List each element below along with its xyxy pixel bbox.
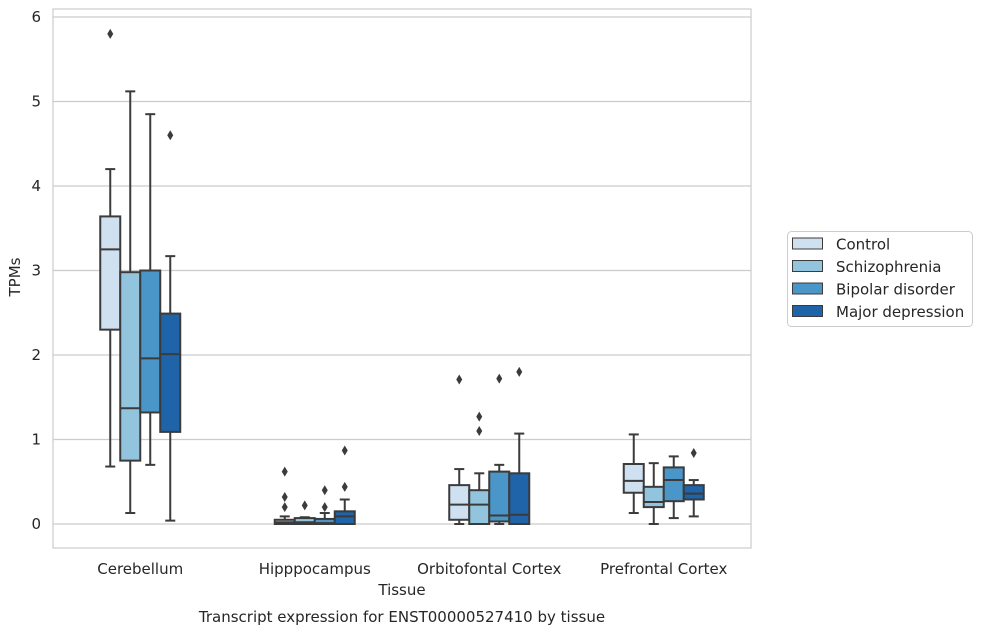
- y-axis-label: TPMs: [6, 257, 24, 297]
- box-control: [448, 374, 471, 525]
- series-group: [99, 28, 645, 526]
- box-control: [99, 28, 122, 468]
- box-iqr: [622, 463, 645, 494]
- box-iqr: [159, 312, 182, 433]
- legend-label: Major depression: [836, 303, 964, 321]
- box-schizophrenia: [642, 462, 665, 525]
- y-tick-label: 6: [31, 8, 41, 26]
- x-axis-label: Tissue: [377, 581, 425, 599]
- outlier-marker: [690, 448, 697, 459]
- outlier-marker: [301, 500, 308, 511]
- box-bipolar-disorder: [139, 113, 162, 466]
- y-tick-label: 0: [31, 515, 41, 533]
- box-schizophrenia: [293, 500, 316, 526]
- y-tick-label: 4: [31, 177, 41, 195]
- legend: Control Schizophrenia Bipolar disorder Majo…: [787, 231, 973, 327]
- box-iqr: [139, 269, 162, 414]
- box-iqr: [99, 215, 122, 331]
- outlier-marker: [476, 426, 483, 437]
- box-iqr: [508, 472, 531, 525]
- y-tick-label: 3: [31, 262, 41, 280]
- series-group: [139, 113, 685, 525]
- legend-label: Bipolar disorder: [836, 281, 956, 299]
- box-iqr: [642, 485, 665, 509]
- box-iqr: [119, 271, 142, 462]
- box-major-depression: [682, 448, 705, 518]
- y-tick-label: 1: [31, 431, 41, 449]
- chart-caption: Transcript expression for ENST0000052741…: [198, 608, 605, 626]
- box-control: [273, 466, 296, 526]
- outlier-marker: [107, 28, 114, 39]
- box-major-depression: [333, 445, 356, 526]
- box-iqr: [448, 484, 471, 521]
- y-axis-ticks: 0 1 2 3 4 5 6: [31, 8, 41, 533]
- x-tick-label: Hipppocampus: [259, 560, 371, 578]
- series-group: [119, 90, 665, 526]
- box-bipolar-disorder: [488, 373, 511, 525]
- outlier-marker: [281, 466, 288, 477]
- y-tick-label: 2: [31, 346, 41, 364]
- x-tick-label: Orbitofontal Cortex: [417, 560, 561, 578]
- plot-area: [99, 28, 705, 526]
- x-tick-label: Cerebellum: [97, 560, 183, 578]
- legend-swatch: [792, 305, 823, 317]
- legend-frame: [787, 231, 973, 327]
- box-bipolar-disorder: [313, 485, 336, 525]
- box-schizophrenia: [119, 90, 142, 515]
- x-axis-ticks: Cerebellum Hipppocampus Orbitofontal Corte…: [97, 560, 727, 578]
- outlier-marker: [281, 491, 288, 502]
- legend-swatch: [792, 282, 823, 295]
- box-major-depression: [159, 130, 182, 522]
- y-tick-label: 5: [31, 93, 41, 111]
- outlier-marker: [281, 502, 288, 513]
- outlier-marker: [321, 502, 328, 513]
- outlier-marker: [496, 373, 503, 384]
- series-group: [159, 130, 705, 526]
- box-iqr: [662, 466, 685, 503]
- box-iqr: [488, 470, 511, 523]
- outlier-marker: [341, 445, 348, 456]
- box-iqr: [333, 510, 356, 526]
- box-iqr: [682, 484, 705, 501]
- outlier-marker: [341, 481, 348, 492]
- box-iqr: [468, 489, 491, 526]
- legend-label: Schizophrenia: [836, 258, 941, 276]
- outlier-marker: [456, 374, 463, 385]
- box-control: [622, 433, 645, 515]
- legend-swatch: [792, 260, 823, 272]
- box-major-depression: [508, 366, 531, 525]
- outlier-marker: [476, 411, 483, 422]
- box-bipolar-disorder: [662, 455, 685, 520]
- legend-label: Control: [836, 236, 890, 254]
- legend-swatch: [792, 237, 823, 250]
- x-tick-label: Prefrontal Cortex: [600, 560, 727, 578]
- outlier-marker: [167, 130, 174, 141]
- box-schizophrenia: [468, 411, 491, 526]
- outlier-marker: [516, 366, 523, 377]
- outlier-marker: [321, 485, 328, 496]
- plot-frame: [52, 8, 752, 549]
